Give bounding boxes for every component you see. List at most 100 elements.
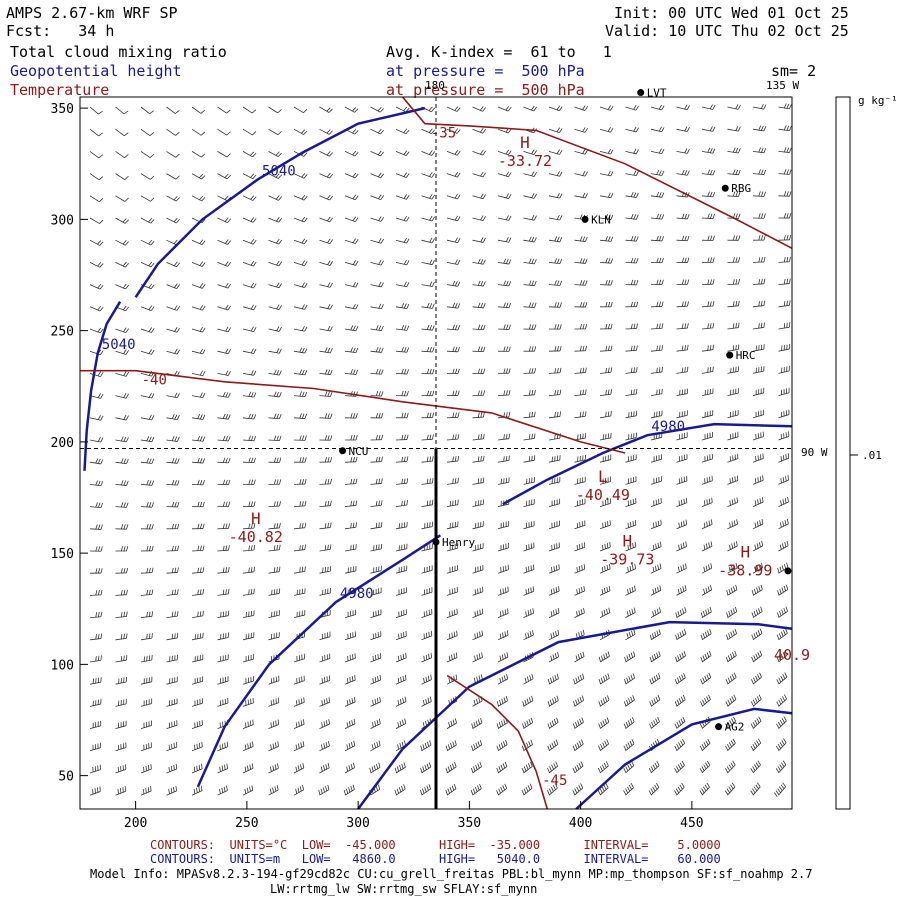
wind-barb xyxy=(752,125,767,132)
wind-barb xyxy=(115,786,127,796)
wind-barb xyxy=(548,127,563,133)
lon-label-180: 180 xyxy=(425,79,445,92)
wind-barb xyxy=(548,258,563,265)
wind-barb xyxy=(191,676,204,685)
wind-barb xyxy=(115,436,129,443)
wind-barb xyxy=(242,697,254,707)
wind-barb xyxy=(217,457,231,464)
wind-barb xyxy=(625,476,637,485)
wind-barb xyxy=(370,369,384,375)
wind-barb xyxy=(319,260,333,266)
wind-barb xyxy=(497,630,509,641)
wind-barb xyxy=(624,651,636,663)
wind-barb xyxy=(623,739,635,752)
wind-barb xyxy=(319,151,333,157)
wind-barb xyxy=(446,150,461,156)
temperature-contour-label: -40 xyxy=(142,373,167,389)
wind-barb xyxy=(217,370,231,376)
wind-barb xyxy=(191,457,206,464)
wind-barb xyxy=(217,217,231,223)
wind-barb xyxy=(89,239,104,246)
wind-barb xyxy=(318,784,330,796)
wind-barb xyxy=(523,193,537,199)
station-dot xyxy=(784,567,792,575)
wind-barb xyxy=(446,608,458,618)
wind-barb xyxy=(89,436,104,443)
wind-barb xyxy=(472,543,484,552)
wind-barb xyxy=(599,585,611,596)
wind-barb xyxy=(574,476,586,485)
wind-barb xyxy=(752,387,765,396)
wind-barb xyxy=(623,783,634,796)
wind-barb xyxy=(497,171,512,178)
wind-barb xyxy=(472,630,484,641)
wind-barb xyxy=(115,589,128,596)
wind-barb xyxy=(89,371,104,377)
wind-barb xyxy=(319,522,332,530)
model-info-2: LW:rrtmg_lw SW:rrtmg_sw SFLAY:sf_mynn xyxy=(270,882,538,896)
wind-barb xyxy=(599,542,611,552)
wind-barb xyxy=(395,521,408,530)
wind-barb xyxy=(752,519,764,530)
wind-barb xyxy=(166,261,181,268)
height-contour-line xyxy=(83,301,122,471)
wind-barb xyxy=(140,106,154,115)
wind-barb xyxy=(573,673,585,685)
wind-barb xyxy=(268,391,282,398)
wind-barb xyxy=(370,609,382,618)
wind-barb xyxy=(574,454,586,463)
extrema-value: -33.72 xyxy=(498,152,552,170)
wind-barb xyxy=(421,456,434,463)
wind-barb xyxy=(115,261,129,268)
wind-barb xyxy=(395,674,407,685)
wind-barb xyxy=(548,520,560,530)
temp-contour-info: CONTOURS: UNITS=°C LOW= -45.000 HIGH= -3… xyxy=(150,838,721,852)
wind-barb xyxy=(89,393,104,399)
wind-barb xyxy=(344,150,359,157)
wind-barb xyxy=(599,367,613,374)
wind-barb xyxy=(268,501,281,507)
wind-barb xyxy=(344,106,359,113)
wind-barb xyxy=(217,654,229,663)
wind-barb xyxy=(497,105,512,112)
wind-barb xyxy=(217,545,230,552)
wind-barb xyxy=(268,632,280,641)
wind-barb xyxy=(778,518,789,530)
wind-barb xyxy=(319,435,333,441)
wind-barb xyxy=(395,696,407,707)
wind-barb xyxy=(115,173,129,180)
wind-barb xyxy=(446,412,460,419)
wind-barb xyxy=(115,106,129,115)
wind-barb xyxy=(242,370,257,376)
wind-barb xyxy=(319,500,332,507)
wind-barb xyxy=(446,346,460,353)
wind-barb xyxy=(115,239,129,246)
wind-barb xyxy=(319,304,333,310)
wind-barb xyxy=(370,106,384,113)
extrema-marker: H xyxy=(251,509,261,528)
wind-barb xyxy=(370,718,381,729)
lon-label-135: 135 W xyxy=(766,79,799,92)
station-dot xyxy=(339,447,347,455)
height-contour-label: 5040 xyxy=(262,163,296,179)
station-label: KLN xyxy=(591,213,611,226)
wind-barb xyxy=(472,171,487,178)
wind-barb xyxy=(727,147,741,154)
wind-barb xyxy=(370,281,384,288)
wind-barb xyxy=(268,785,279,796)
wind-barb xyxy=(217,588,230,596)
wind-barb xyxy=(217,391,231,398)
wind-barb xyxy=(650,476,662,485)
wind-barb xyxy=(191,523,205,530)
wind-barb xyxy=(344,609,356,618)
wind-barb xyxy=(115,524,129,530)
wind-barb xyxy=(370,303,384,310)
wind-barb xyxy=(599,214,614,220)
wind-barb xyxy=(293,697,305,707)
wind-barb xyxy=(140,786,152,796)
wind-barb xyxy=(523,302,537,308)
wind-barb xyxy=(191,326,206,333)
wind-barb xyxy=(574,323,588,330)
wind-barb xyxy=(521,761,533,774)
wind-barb xyxy=(115,546,129,552)
